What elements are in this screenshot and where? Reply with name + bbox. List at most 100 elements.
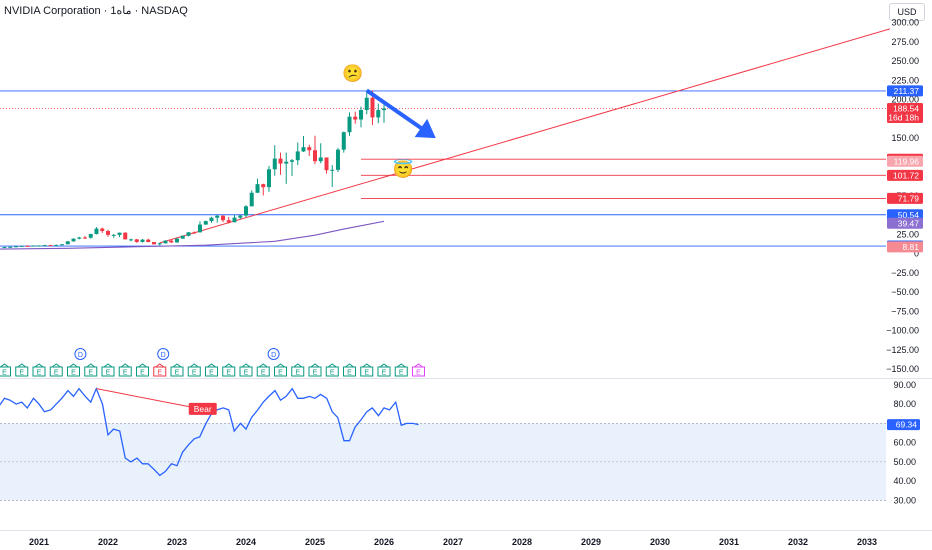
rsi-tick-label: 90.00 [893,380,916,390]
candle-body [226,220,231,223]
candle-body [2,247,7,249]
dividend-marker: D [267,348,280,360]
price-tag-label: 211.37 [894,86,920,96]
dividend-marker: D [74,348,87,360]
earnings-label: E [54,370,59,377]
bear-label: Bear [188,402,217,415]
price-tag-bg [887,103,923,124]
earnings-label: E [244,370,249,377]
candle-body [301,147,306,152]
candle-body [261,184,266,188]
price-tag: 119.96 [887,155,923,167]
price-tag-countdown: 16d 18h [888,113,919,123]
earnings-marker: E [343,363,356,377]
earnings-tip [137,363,148,368]
earnings-tip [50,363,62,368]
price-tick-label: −100.00 [886,326,919,336]
candle-body [278,158,283,164]
earnings-marker: E [32,363,46,377]
candle-body [88,234,93,238]
rsi-tick-label: 50.00 [893,457,916,467]
candle-body [77,237,82,239]
earnings-tip [378,363,390,368]
dividend-marker: D [157,348,170,360]
price-tick-label: −25.00 [891,268,919,278]
price-tag: 39.47 [887,217,923,229]
earnings-marker: E [377,363,391,377]
candle-body [83,237,88,239]
candle-body [272,158,277,170]
earnings-tip [309,363,321,368]
candle-body [244,206,248,216]
earnings-marker: E [325,363,339,377]
dividend-circle [267,348,280,360]
earnings-label: E [347,370,352,377]
candle-body [14,246,19,248]
price-tag-bg [887,85,923,97]
price-tag-bg [887,169,923,181]
earnings-label: E [261,370,266,377]
candle-body [134,239,139,242]
earnings-label: E [106,370,111,377]
earnings-label: E [330,370,335,377]
rsi-tick-label: 40.00 [893,476,916,486]
price-tick-label: −50.00 [891,287,919,297]
price-chart[interactable]: 300.00275.00250.00225.00200.00150.00125.… [0,0,932,375]
price-tag-label: 101.72 [893,170,919,180]
price-tag-label: 39.47 [898,218,920,228]
rsi-band [0,423,886,501]
price-tag: 101.72 [887,169,923,181]
earnings-tip [171,363,183,368]
time-tick-label: 2028 [512,537,532,547]
currency-button[interactable]: USD [889,3,925,21]
price-tag-label: 8.81 [902,242,919,252]
price-tag-bg [887,192,923,204]
earnings-marker: E [0,363,11,377]
candle-body [313,150,317,162]
price-tick-label: 200.00 [891,95,919,105]
candle-body [341,132,346,150]
down-arrow-icon [365,88,436,139]
earnings-label: E [140,370,145,377]
earnings-label: E [192,370,197,377]
earnings-label: E [2,370,7,377]
candle-body [290,160,295,162]
candle-body [128,239,133,241]
candle-body [111,234,116,236]
earnings-tip [413,363,424,368]
candle-body [65,241,70,245]
earnings-tip [33,363,45,368]
candle-body [335,149,340,170]
earnings-tip [344,363,355,368]
earnings-marker: E [394,363,408,377]
candle-body [255,184,260,193]
candle-body [100,228,105,232]
candle-body [140,239,145,242]
earnings-marker: E [291,363,305,377]
candle-body [106,231,110,235]
smiling-halo-face-icon: 😇 [392,160,415,180]
candle-body [232,217,237,223]
candle-body [59,244,64,246]
candle-body [382,108,386,111]
earnings-marker: E [136,363,149,377]
events-row: DDDEEEEEEEEEEEEEEEEEEEEEEEEEEE [0,348,425,377]
candle-body [157,243,162,245]
chart-title: NVIDIA Corporation · 1ماه · NASDAQ [4,5,188,17]
candle-body [37,245,41,247]
price-tag: 8.81 [887,241,923,253]
price-tag-bg [887,217,923,229]
rsi-chart[interactable]: 90.0080.0070.0060.0050.0040.0030.00Bear6… [0,378,932,513]
candle-body [42,245,47,247]
dividend-label: D [271,352,276,359]
earnings-tip [275,363,286,368]
earnings-marker: E [153,363,167,377]
rsi-current-label: 69.34 [896,420,918,430]
earnings-label: E [313,370,318,377]
price-tag-label: 50.54 [898,210,920,220]
candle-body [209,217,214,222]
time-tick-label: 2031 [719,537,739,547]
candle-body [54,244,59,246]
candle-body [71,238,76,242]
dividend-circle [157,348,170,360]
